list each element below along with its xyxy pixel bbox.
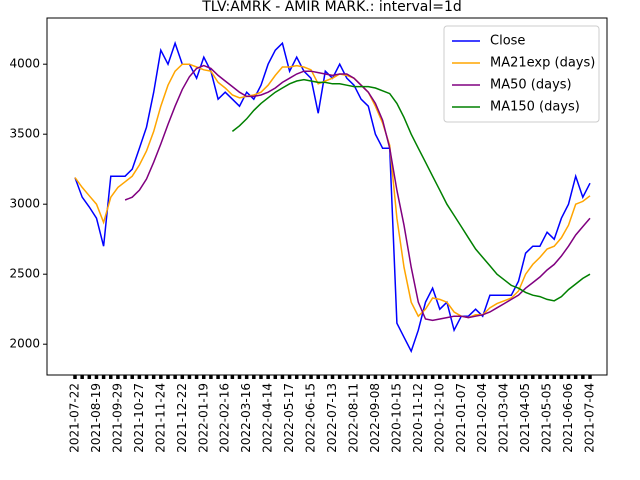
x-tick-label: 2022-02-16: [218, 383, 232, 453]
x-tick-label: 2022-04-14: [261, 383, 275, 453]
legend-box: [443, 25, 600, 123]
x-tick-label: 2022-03-16: [239, 383, 253, 453]
x-tick-label: 2021-06-06: [561, 383, 575, 453]
x-tick-label: 2022-08-11: [346, 383, 360, 453]
x-tick-label: 2020-10-15: [389, 383, 403, 453]
line-series: [124, 64, 591, 322]
x-tick-label: 2021-03-04: [497, 383, 511, 453]
x-tick-label: 2021-08-19: [89, 383, 103, 453]
x-tick-label: 2021-01-07: [454, 383, 468, 453]
x-tick-label: 2021-05-05: [540, 383, 554, 453]
line-series: [74, 63, 591, 319]
y-tick-label: 2500: [9, 267, 40, 281]
y-tick-label: 4000: [9, 57, 40, 71]
y-tick-label: 3000: [9, 197, 40, 211]
legend-label: MA21exp (days): [490, 56, 595, 71]
x-tick-label: 2021-10-27: [132, 383, 146, 453]
plot-frame: [46, 17, 608, 376]
x-tick-label: 2021-11-24: [153, 383, 167, 453]
x-tick-label: 2022-06-15: [304, 383, 318, 453]
x-tick-label: 2021-12-22: [175, 383, 189, 453]
x-tick-label: 2022-07-13: [325, 383, 339, 453]
line-series: [231, 78, 591, 302]
x-tick-label: 2022-01-19: [196, 383, 210, 453]
x-tick-label: 2022-05-17: [282, 383, 296, 453]
x-tick-label: 2020-12-10: [432, 383, 446, 453]
chart-title: TLV:AMRK - AMIR MARK.: interval=1d: [201, 0, 462, 15]
legend-label: MA50 (days): [490, 78, 572, 93]
y-tick-label: 2000: [9, 337, 40, 351]
x-tick-label: 2021-09-29: [110, 383, 124, 453]
x-tick-label: 2021-07-04: [583, 383, 597, 453]
x-tick-label: 2020-11-12: [411, 383, 425, 453]
x-tick-label: 2021-04-05: [518, 383, 532, 453]
x-tick-label: 2021-07-22: [68, 383, 82, 453]
legend-label: MA150 (days): [490, 100, 580, 115]
x-tick-label: 2022-09-08: [368, 383, 382, 453]
legend-label: Close: [490, 34, 525, 49]
y-tick-label: 3500: [9, 127, 40, 141]
x-tick-label: 2021-02-04: [475, 383, 489, 453]
